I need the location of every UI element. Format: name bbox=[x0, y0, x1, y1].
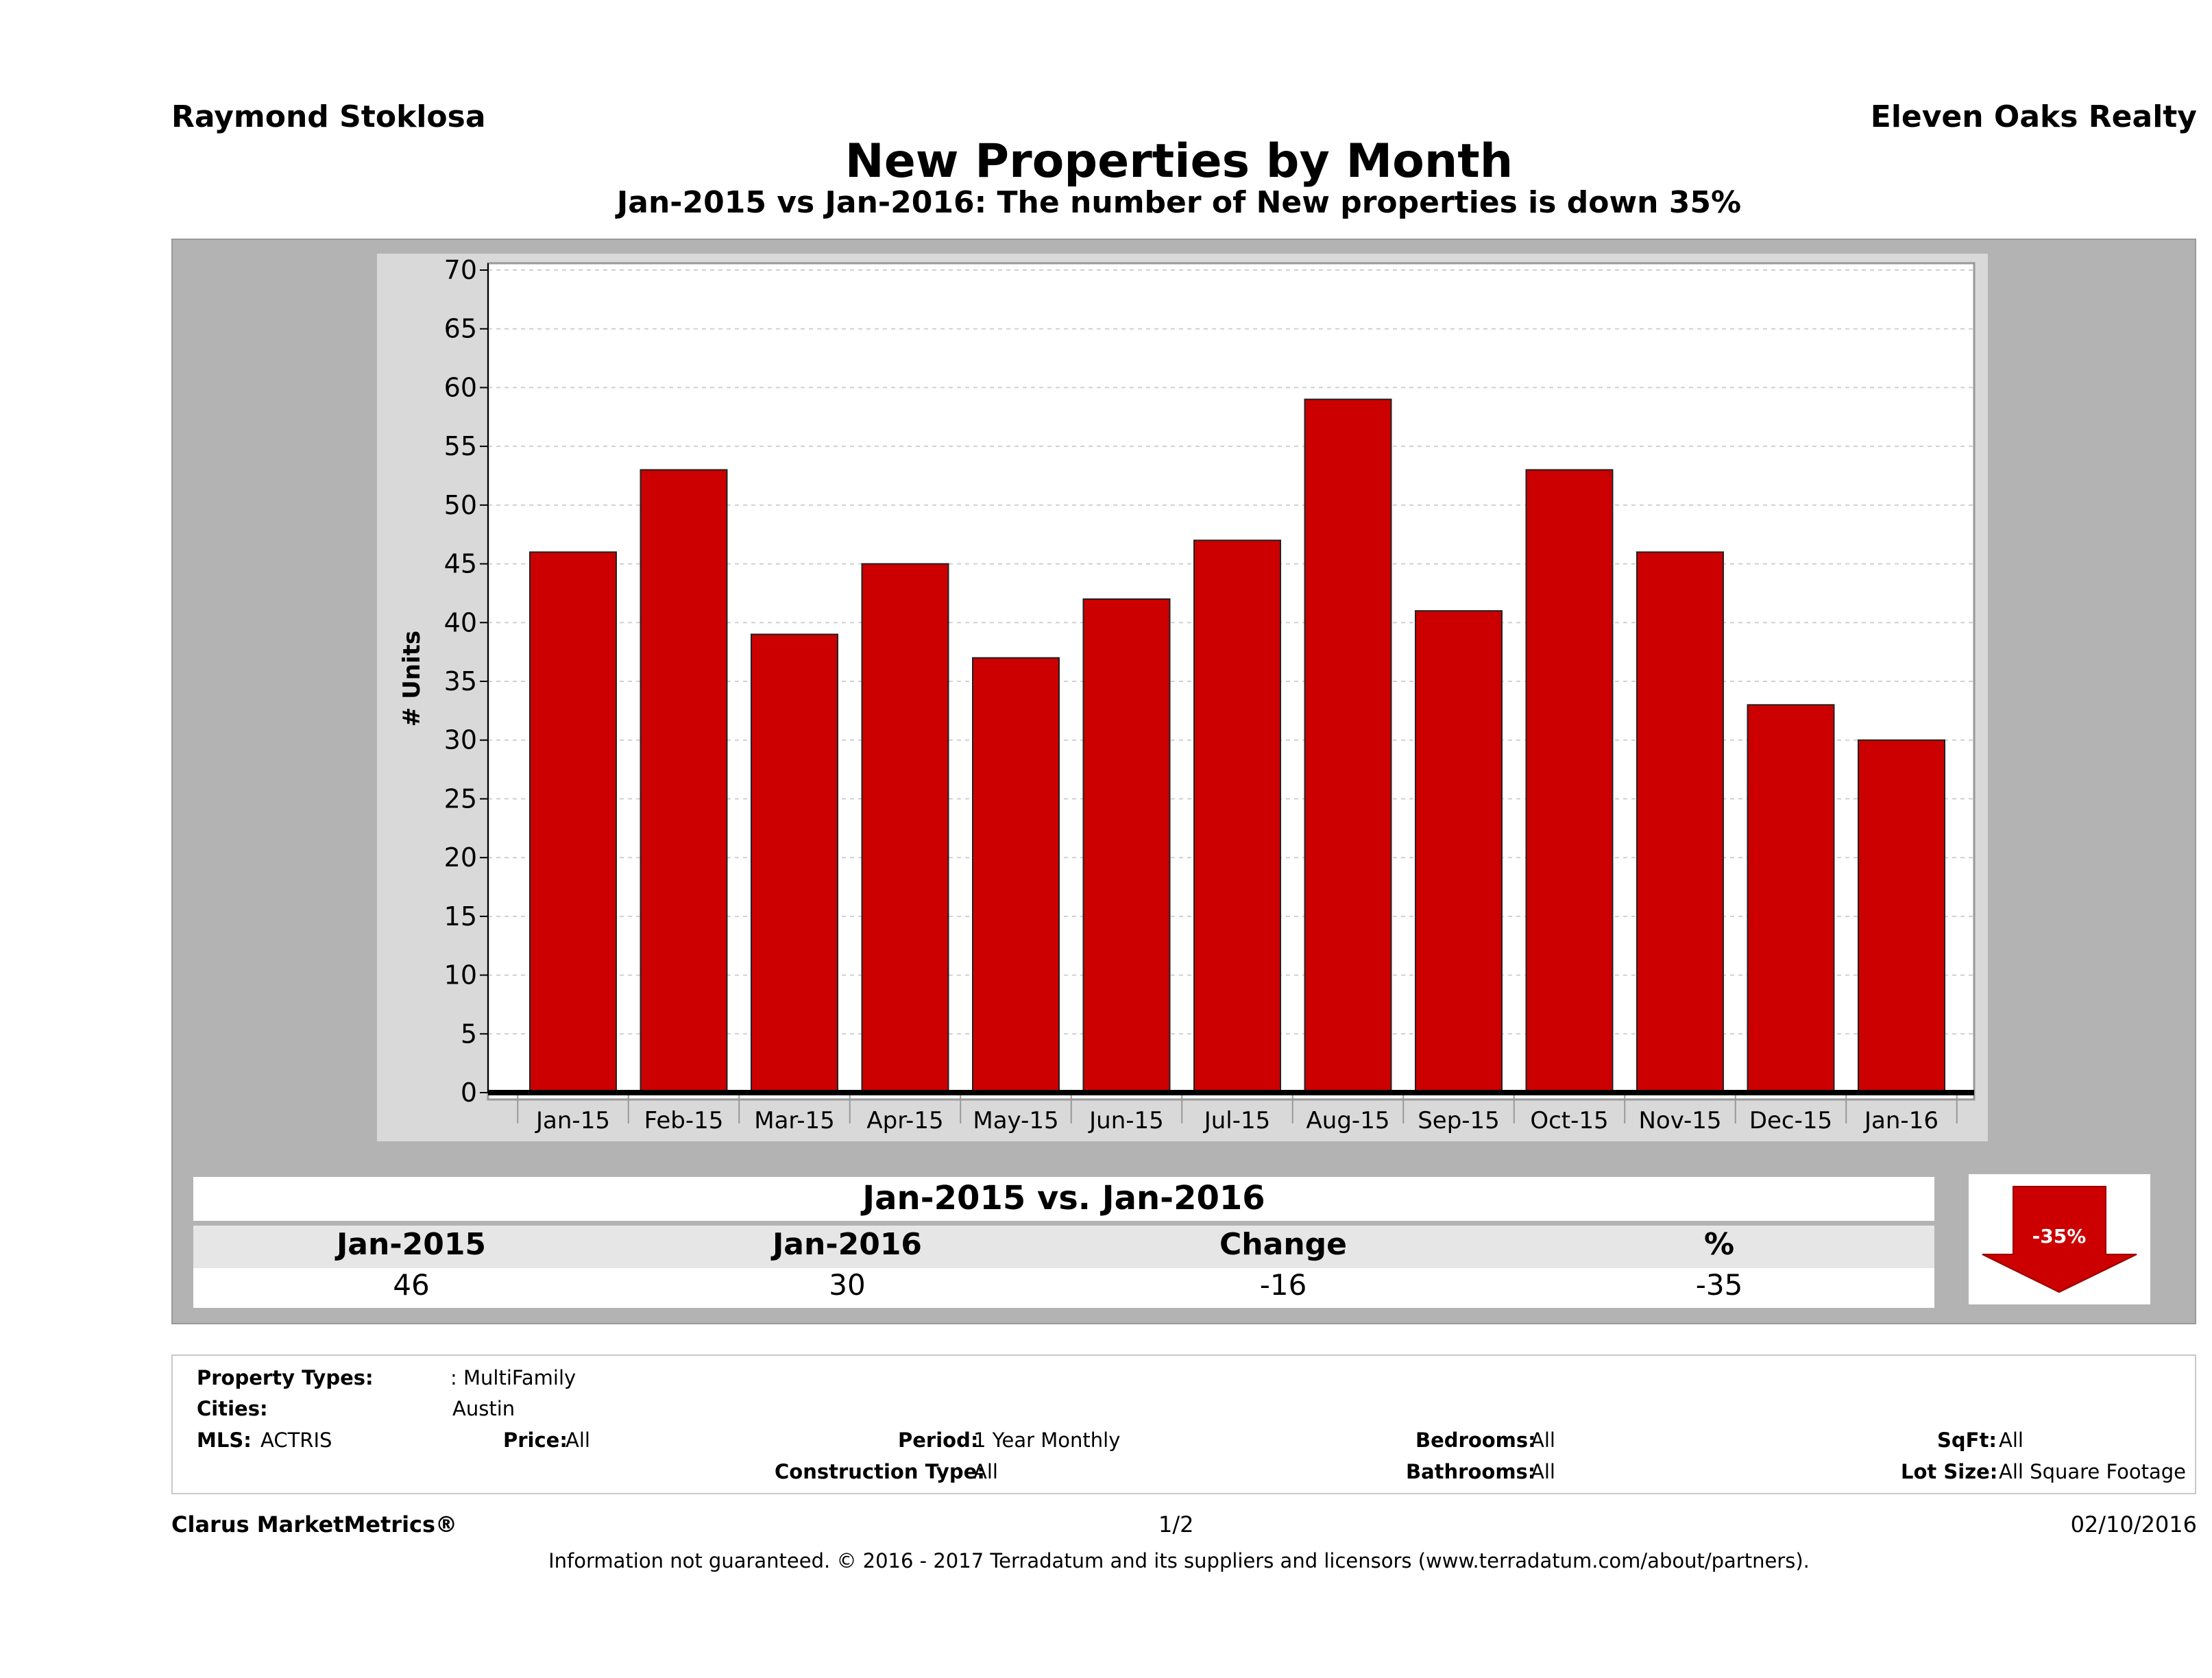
bar bbox=[861, 563, 949, 1094]
summary-value-row bbox=[193, 1268, 1934, 1308]
x-tick-label: Mar-15 bbox=[754, 1107, 835, 1134]
filter-sqft-value: All bbox=[1999, 1428, 2023, 1452]
y-axis-label: # Units bbox=[398, 631, 426, 727]
disclaimer: Information not guaranteed. © 2016 - 201… bbox=[548, 1549, 1810, 1572]
y-tick-label: 25 bbox=[444, 783, 477, 814]
y-tick-label: 15 bbox=[444, 901, 477, 932]
filter-bedrooms-value: All bbox=[1531, 1428, 1555, 1452]
report-date: 02/10/2016 bbox=[2070, 1511, 2197, 1537]
y-tick-label: 40 bbox=[444, 607, 477, 637]
y-tick-label: 45 bbox=[444, 549, 477, 579]
x-tick-label: Dec-15 bbox=[1749, 1107, 1832, 1134]
y-tick-label: 20 bbox=[444, 842, 477, 873]
y-tick-label: 30 bbox=[444, 725, 477, 755]
filter-lotsize-label: Lot Size: bbox=[1901, 1460, 1998, 1483]
bar bbox=[751, 633, 838, 1093]
summary-title: Jan-2015 vs. Jan-2016 bbox=[862, 1179, 1265, 1217]
filter-bedrooms-label: Bedrooms: bbox=[1415, 1428, 1536, 1452]
filter-price-label: Price: bbox=[503, 1428, 568, 1452]
bar bbox=[1858, 739, 1945, 1093]
bar bbox=[1304, 398, 1392, 1094]
filter-construction-value: All bbox=[973, 1460, 998, 1483]
y-axis-ticks: 0 5 10 15 20 25 30 35 40 45 50 55 60 65 70 bbox=[444, 255, 488, 1108]
filter-price-value: All bbox=[566, 1428, 590, 1452]
x-tick-label: Nov-15 bbox=[1639, 1107, 1722, 1134]
x-tick-label: Sep-15 bbox=[1418, 1107, 1500, 1134]
y-tick-label: 55 bbox=[444, 431, 477, 461]
filter-bathrooms-label: Bathrooms: bbox=[1406, 1460, 1536, 1483]
bar bbox=[1636, 551, 1724, 1093]
filter-mls-label: MLS: bbox=[197, 1428, 252, 1452]
bar bbox=[1415, 610, 1503, 1093]
filters-box bbox=[171, 1354, 2196, 1494]
bar bbox=[1525, 469, 1614, 1093]
bar bbox=[1747, 704, 1835, 1093]
chart-title: New Properties by Month bbox=[844, 134, 1514, 189]
summary-value-jan2015: 46 bbox=[393, 1268, 430, 1302]
x-tick-label: Jul-15 bbox=[1203, 1107, 1271, 1134]
x-tick-label: Jun-15 bbox=[1088, 1107, 1164, 1134]
agent-name: Raymond Stoklosa bbox=[171, 99, 486, 134]
bars bbox=[529, 398, 1945, 1094]
x-axis-ticks: Jan-15 Feb-15 Mar-15 Apr-15 May-15 Jun-15 Jul-… bbox=[517, 1093, 1958, 1134]
y-tick-label: 5 bbox=[461, 1019, 477, 1049]
y-tick-label: 0 bbox=[461, 1078, 477, 1108]
bar bbox=[1082, 598, 1171, 1093]
filter-cities-label: Cities: bbox=[197, 1397, 268, 1420]
x-tick-label: Feb-15 bbox=[644, 1107, 724, 1134]
summary-value-jan2016: 30 bbox=[829, 1268, 866, 1302]
down-arrow-icon: -35% bbox=[1982, 1186, 2137, 1293]
filter-sqft-label: SqFt: bbox=[1937, 1428, 1997, 1452]
filter-property-types-label: Property Types: bbox=[197, 1366, 374, 1389]
summary-header-jan2015: Jan-2015 bbox=[336, 1227, 487, 1262]
brokerage-name: Eleven Oaks Realty bbox=[1870, 99, 2197, 134]
bar bbox=[972, 657, 1060, 1093]
bar-chart: 0 5 10 15 20 25 30 35 40 45 50 55 60 65 70 Jan-15 Feb-1… bbox=[398, 255, 1976, 1134]
bar bbox=[640, 469, 728, 1093]
y-tick-label: 70 bbox=[444, 255, 477, 285]
filter-period-label: Period: bbox=[898, 1428, 979, 1452]
y-tick-label: 60 bbox=[444, 372, 477, 402]
filter-lotsize-value: All Square Footage bbox=[1999, 1460, 2187, 1483]
filter-property-types-value: : MultiFamily bbox=[450, 1366, 576, 1389]
x-tick-label: Oct-15 bbox=[1530, 1107, 1608, 1134]
filter-cities-value: Austin bbox=[452, 1397, 515, 1420]
page-number: 1/2 bbox=[1158, 1511, 1194, 1537]
x-tick-label: Apr-15 bbox=[866, 1107, 943, 1134]
summary-header-change: Change bbox=[1219, 1227, 1347, 1262]
filter-bathrooms-value: All bbox=[1531, 1460, 1555, 1483]
summary-header-percent: % bbox=[1703, 1227, 1735, 1262]
product-name: Clarus MarketMetrics® bbox=[171, 1511, 458, 1537]
y-tick-label: 50 bbox=[444, 490, 477, 520]
filter-construction-label: Construction Type: bbox=[775, 1460, 985, 1483]
chart-subtitle: Jan-2015 vs Jan-2016: The number of New … bbox=[616, 185, 1742, 220]
x-tick-label: Jan-15 bbox=[535, 1107, 610, 1134]
y-tick-label: 35 bbox=[444, 666, 477, 696]
filter-period-value: 1 Year Monthly bbox=[973, 1428, 1121, 1452]
summary-value-change: -16 bbox=[1259, 1268, 1307, 1302]
y-tick-label: 10 bbox=[444, 960, 477, 990]
x-tick-label: Aug-15 bbox=[1306, 1107, 1390, 1134]
summary-title-row bbox=[193, 1177, 1934, 1221]
summary-header-jan2016: Jan-2016 bbox=[772, 1227, 923, 1262]
summary-header-row bbox=[193, 1226, 1934, 1268]
x-tick-label: Jan-16 bbox=[1863, 1107, 1938, 1134]
bar bbox=[529, 551, 617, 1093]
x-tick-label: May-15 bbox=[973, 1107, 1058, 1134]
filter-mls-value: ACTRIS bbox=[260, 1428, 332, 1452]
change-badge-text: -35% bbox=[2032, 1225, 2087, 1248]
summary-value-percent: -35 bbox=[1695, 1268, 1743, 1302]
bar bbox=[1193, 539, 1281, 1093]
y-tick-label: 65 bbox=[444, 314, 477, 344]
